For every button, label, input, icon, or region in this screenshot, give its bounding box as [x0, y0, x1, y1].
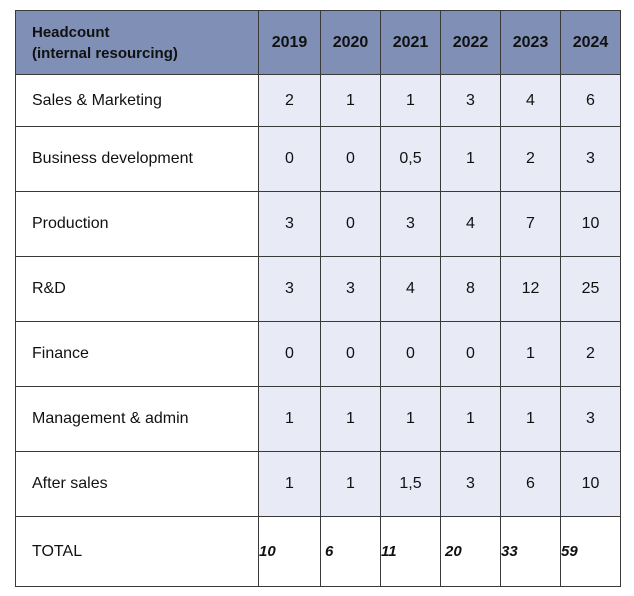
- header-title-cell: Headcount (internal resourcing): [15, 10, 259, 75]
- table-row: After sales 1 1 1,5 3 6 10: [15, 451, 621, 517]
- cell-value: 1: [320, 386, 381, 452]
- table-row: Production 3 0 3 4 7 10: [15, 191, 621, 257]
- cell-value: 1: [440, 386, 501, 452]
- total-value: 33: [500, 516, 561, 587]
- table-row: Business development 0 0 0,5 1 2 3: [15, 126, 621, 192]
- year-header-2024: 2024: [560, 10, 621, 75]
- table-row: Management & admin 1 1 1 1 1 3: [15, 386, 621, 452]
- row-label: Finance: [15, 321, 259, 387]
- cell-value: 1: [320, 451, 381, 517]
- cell-value: 3: [560, 386, 621, 452]
- cell-value: 0: [440, 321, 501, 387]
- row-label: R&D: [15, 256, 259, 322]
- cell-value: 0: [320, 321, 381, 387]
- cell-value: 0,5: [380, 126, 441, 192]
- row-label: Management & admin: [15, 386, 259, 452]
- total-value: 10: [258, 516, 321, 587]
- cell-value: 1: [380, 386, 441, 452]
- row-label: After sales: [15, 451, 259, 517]
- year-header-2023: 2023: [500, 10, 561, 75]
- total-value: 11: [380, 516, 441, 587]
- cell-value: 10: [560, 191, 621, 257]
- cell-value: 1: [380, 74, 441, 127]
- cell-value: 1: [258, 386, 321, 452]
- cell-value: 6: [560, 74, 621, 127]
- year-header-2019: 2019: [258, 10, 321, 75]
- total-value: 59: [560, 516, 621, 587]
- cell-value: 1: [500, 386, 561, 452]
- cell-value: 3: [258, 191, 321, 257]
- header-title-line2: (internal resourcing): [32, 44, 178, 62]
- table-row: R&D 3 3 4 8 12 25: [15, 256, 621, 322]
- cell-value: 4: [500, 74, 561, 127]
- cell-value: 1: [258, 451, 321, 517]
- year-header-2021: 2021: [380, 10, 441, 75]
- year-header-2020: 2020: [320, 10, 381, 75]
- cell-value: 0: [258, 126, 321, 192]
- cell-value: 1: [440, 126, 501, 192]
- cell-value: 3: [258, 256, 321, 322]
- headcount-table: Headcount (internal resourcing) 2019 202…: [15, 10, 621, 587]
- cell-value: 0: [320, 126, 381, 192]
- cell-value: 1: [500, 321, 561, 387]
- cell-value: 0: [258, 321, 321, 387]
- cell-value: 4: [440, 191, 501, 257]
- year-header-2022: 2022: [440, 10, 501, 75]
- header-row: Headcount (internal resourcing) 2019 202…: [15, 10, 621, 75]
- cell-value: 12: [500, 256, 561, 322]
- cell-value: 8: [440, 256, 501, 322]
- cell-value: 2: [500, 126, 561, 192]
- cell-value: 7: [500, 191, 561, 257]
- cell-value: 1,5: [380, 451, 441, 517]
- table-row: Finance 0 0 0 0 1 2: [15, 321, 621, 387]
- cell-value: 3: [380, 191, 441, 257]
- cell-value: 3: [440, 74, 501, 127]
- table-row: Sales & Marketing 2 1 1 3 4 6: [15, 74, 621, 127]
- cell-value: 0: [380, 321, 441, 387]
- cell-value: 4: [380, 256, 441, 322]
- cell-value: 3: [320, 256, 381, 322]
- header-title-line1: Headcount: [32, 23, 110, 41]
- cell-value: 1: [320, 74, 381, 127]
- cell-value: 6: [500, 451, 561, 517]
- total-value: 20: [440, 516, 501, 587]
- cell-value: 2: [560, 321, 621, 387]
- cell-value: 10: [560, 451, 621, 517]
- total-row: TOTAL 10 6 11 20 33 59: [15, 516, 621, 587]
- cell-value: 0: [320, 191, 381, 257]
- cell-value: 2: [258, 74, 321, 127]
- row-label: Sales & Marketing: [15, 74, 259, 127]
- total-value: 6: [320, 516, 381, 587]
- cell-value: 3: [440, 451, 501, 517]
- total-label: TOTAL: [15, 516, 259, 587]
- row-label: Business development: [15, 126, 259, 192]
- cell-value: 25: [560, 256, 621, 322]
- row-label: Production: [15, 191, 259, 257]
- cell-value: 3: [560, 126, 621, 192]
